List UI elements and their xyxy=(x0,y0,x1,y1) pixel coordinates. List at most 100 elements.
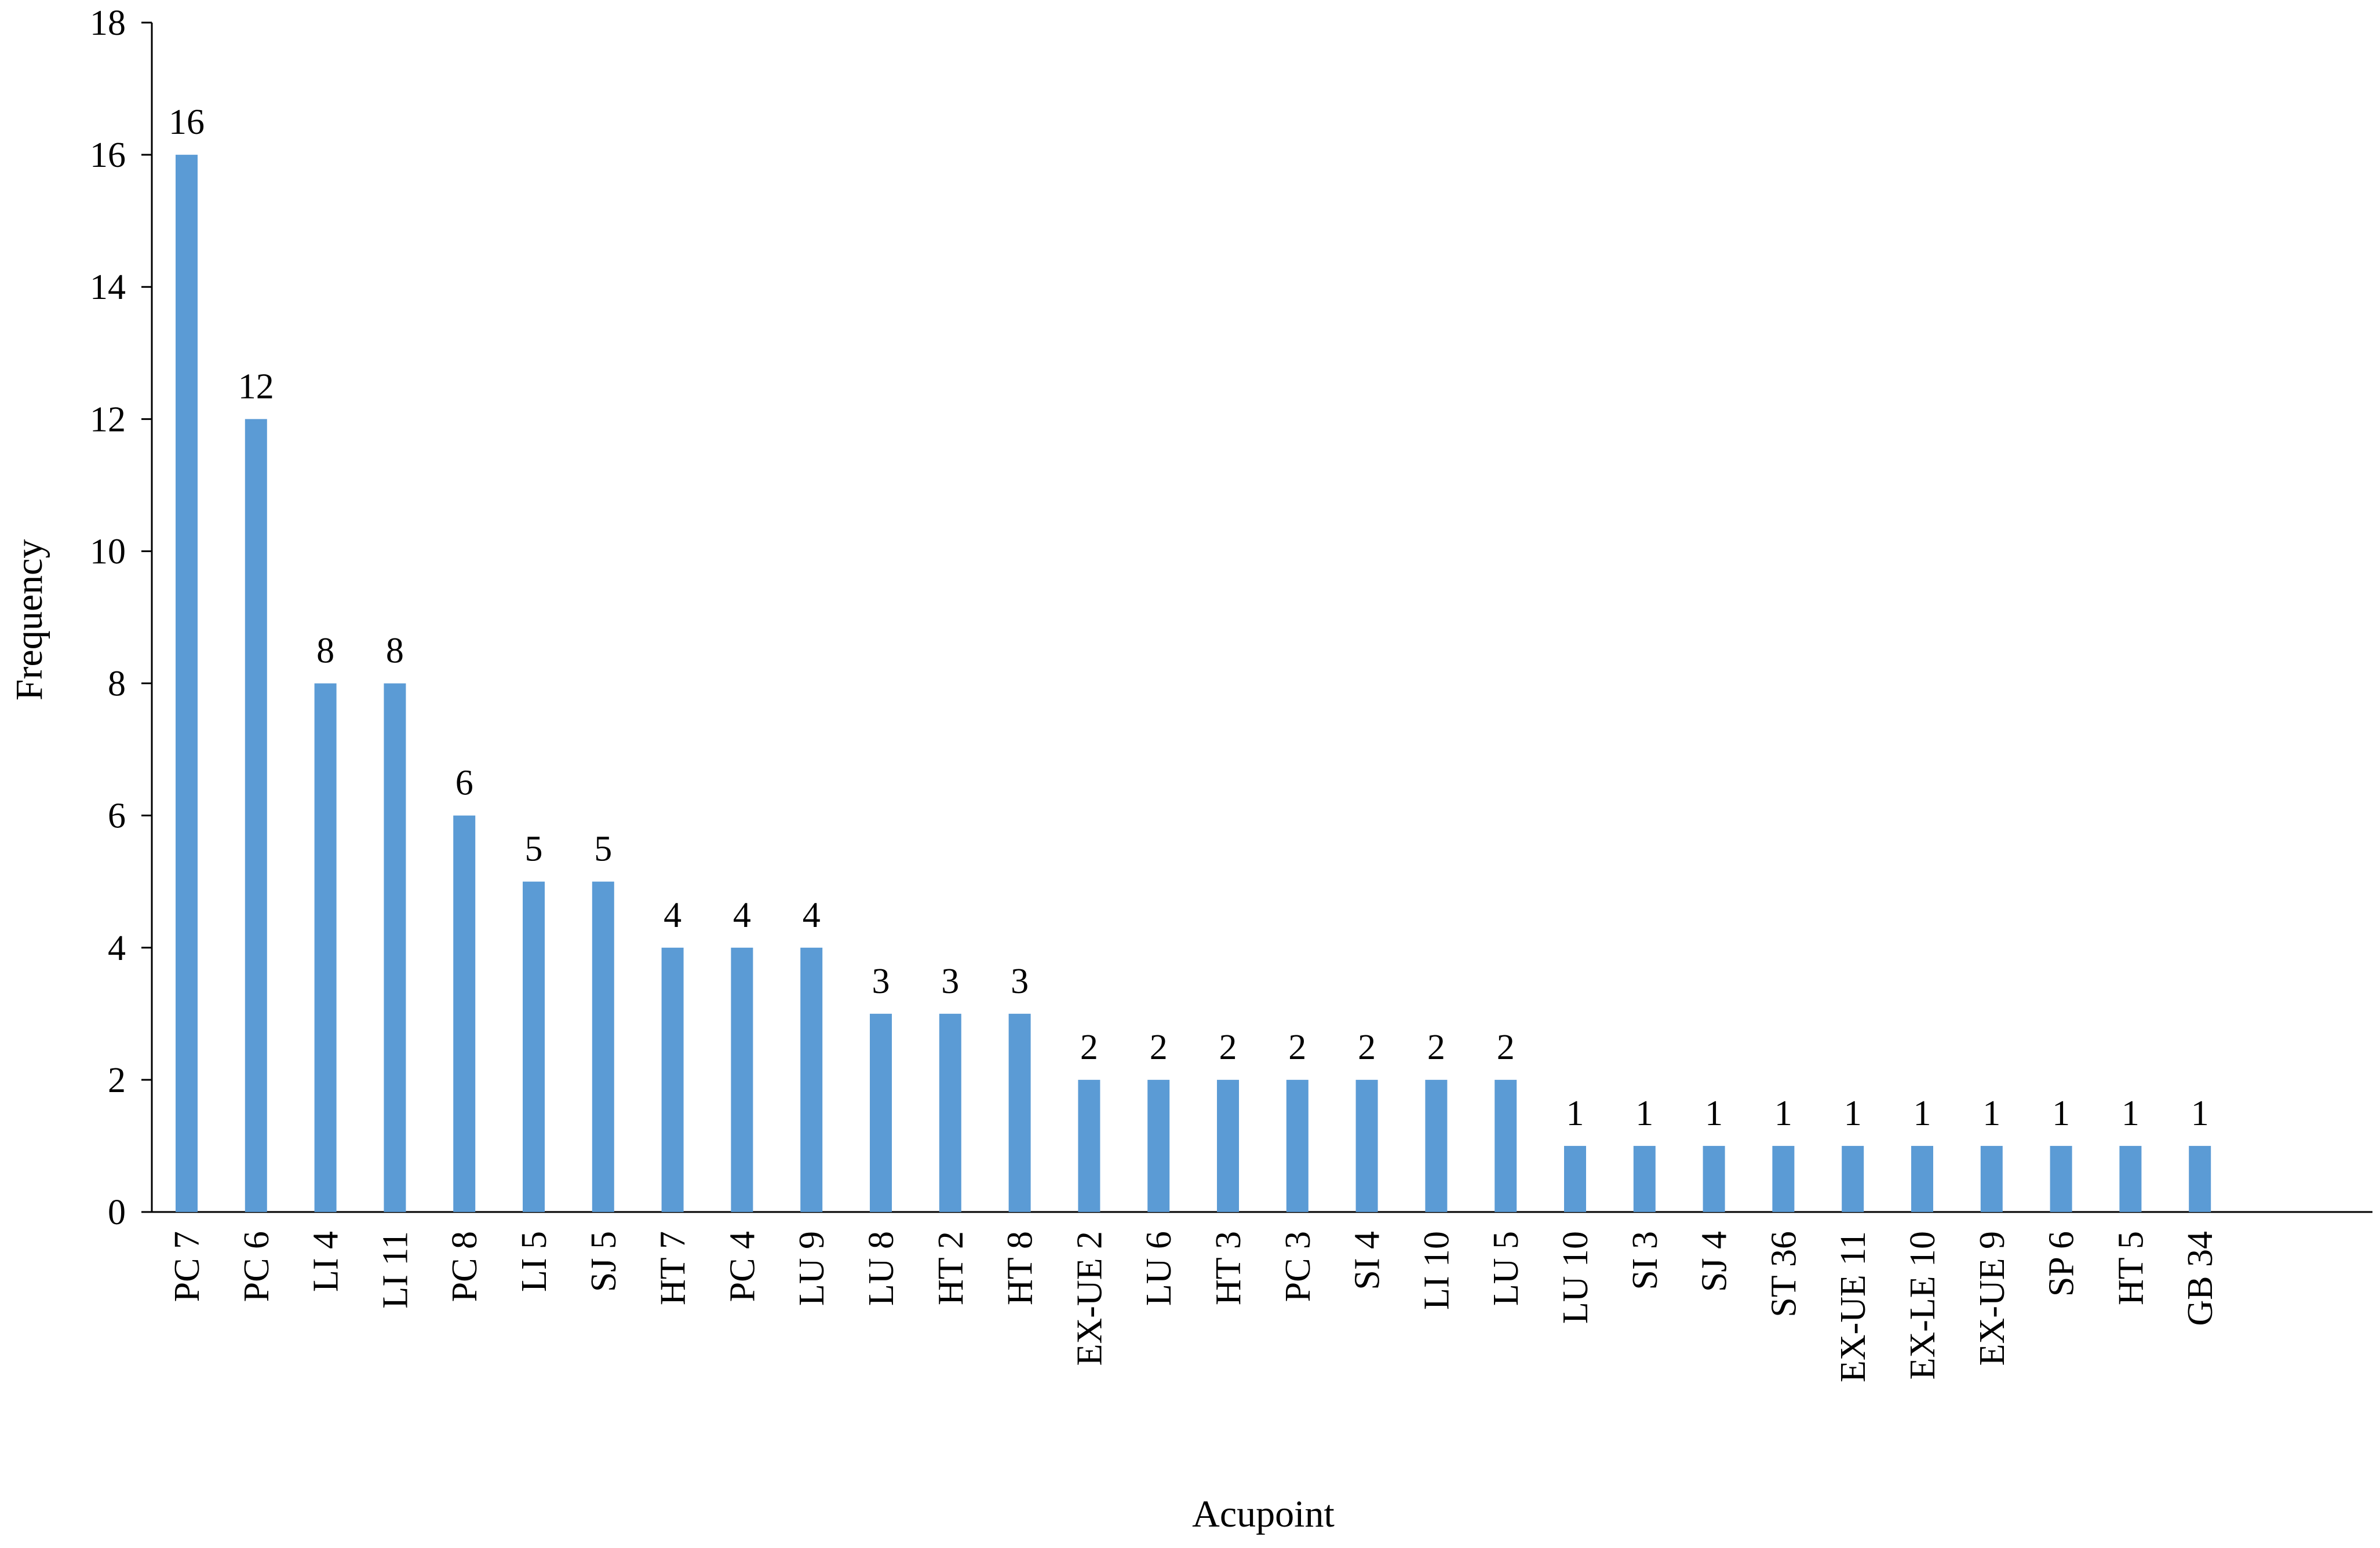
data-label: 5 xyxy=(525,830,543,869)
bar xyxy=(2189,1145,2211,1212)
bar xyxy=(1703,1145,1725,1212)
data-label: 8 xyxy=(386,631,404,671)
y-tick-label: 18 xyxy=(90,3,126,43)
bars xyxy=(176,155,2211,1213)
x-tick-label: SI 4 xyxy=(1348,1231,1387,1290)
bar xyxy=(453,815,476,1212)
x-tick-label: PC 4 xyxy=(723,1231,762,1302)
bar xyxy=(1078,1079,1100,1212)
x-tick-label: LI 4 xyxy=(307,1231,346,1292)
data-label: 1 xyxy=(2191,1094,2209,1133)
bar xyxy=(384,683,406,1212)
x-tick-label: SJ 4 xyxy=(1695,1231,1734,1292)
data-label: 2 xyxy=(1150,1028,1168,1067)
y-tick-label: 14 xyxy=(90,268,126,307)
x-tick-label: PC 3 xyxy=(1278,1231,1318,1302)
data-labels: 16 12 8 8 6 5 5 4 4 4 3 3 3 2 2 2 2 2 2 2 1 1 1 1 1 1 1 1 1 1 xyxy=(169,103,2209,1133)
x-tick-label: LU 8 xyxy=(862,1231,901,1306)
category-labels: PC 7 PC 6 LI 4 LI 11 PC 8 LI 5 SJ 5 HT 7 PC 4 LU … xyxy=(167,1231,2220,1382)
x-tick-label: PC 7 xyxy=(167,1231,207,1302)
y-tick-label: 12 xyxy=(90,400,126,439)
bar xyxy=(1564,1145,1586,1212)
x-tick-label: LU 6 xyxy=(1139,1231,1179,1306)
bar xyxy=(1633,1145,1656,1212)
bar xyxy=(939,1013,961,1212)
x-tick-label: LU 5 xyxy=(1486,1231,1526,1306)
x-tick-label: LU 10 xyxy=(1556,1231,1595,1324)
data-label: 2 xyxy=(1219,1028,1237,1067)
data-label: 4 xyxy=(664,896,681,935)
y-axis-title: Frequency xyxy=(8,539,50,701)
bar xyxy=(523,881,545,1212)
data-label: 1 xyxy=(1774,1094,1792,1133)
bar xyxy=(592,881,614,1212)
x-tick-label: HT 3 xyxy=(1209,1231,1248,1305)
x-tick-label: HT 2 xyxy=(931,1231,971,1305)
data-label: 1 xyxy=(1635,1094,1653,1133)
x-tick-label: EX-UE 11 xyxy=(1834,1231,1873,1382)
data-label: 3 xyxy=(872,962,890,1001)
x-tick-label: HT 5 xyxy=(2111,1231,2151,1305)
bar xyxy=(1772,1145,1795,1212)
data-label: 4 xyxy=(803,896,821,935)
x-tick-label: LI 10 xyxy=(1417,1231,1456,1310)
bar xyxy=(1217,1079,1239,1212)
y-tick-label: 8 xyxy=(108,665,126,704)
bar xyxy=(1425,1079,1448,1212)
bar xyxy=(245,419,267,1213)
data-label: 6 xyxy=(455,764,473,803)
y-tick-label: 6 xyxy=(108,797,126,836)
data-label: 2 xyxy=(1080,1028,1098,1067)
x-tick-label: EX-UE 9 xyxy=(1973,1231,2012,1366)
y-axis: 0 2 4 6 8 10 12 14 16 18 xyxy=(90,3,153,1232)
bar xyxy=(314,683,337,1212)
data-label: 1 xyxy=(1566,1094,1584,1133)
y-tick-label: 2 xyxy=(108,1061,126,1100)
data-label: 2 xyxy=(1497,1028,1515,1067)
x-tick-label: SP 6 xyxy=(2042,1231,2082,1297)
bar xyxy=(2050,1145,2072,1212)
x-tick-label: EX-UE 2 xyxy=(1070,1231,1109,1366)
data-label: 8 xyxy=(316,631,334,671)
bar xyxy=(2119,1145,2142,1212)
bar xyxy=(1980,1145,2003,1212)
y-tick-label: 16 xyxy=(90,136,126,175)
data-label: 1 xyxy=(1982,1094,2000,1133)
x-tick-label: EX-LE 10 xyxy=(1903,1231,1942,1380)
bar xyxy=(1911,1145,1933,1212)
data-label: 1 xyxy=(2122,1094,2140,1133)
x-tick-label: GB 34 xyxy=(2181,1231,2220,1326)
data-label: 1 xyxy=(2052,1094,2070,1133)
bar xyxy=(731,947,753,1212)
x-tick-label: PC 6 xyxy=(237,1231,276,1302)
x-tick-label: ST 36 xyxy=(1764,1231,1803,1317)
data-label: 2 xyxy=(1288,1028,1306,1067)
y-tick-label: 10 xyxy=(90,532,126,571)
bar xyxy=(661,947,684,1212)
y-tick-label: 0 xyxy=(108,1193,126,1232)
x-tick-label: LI 11 xyxy=(376,1231,415,1309)
x-tick-label: LI 5 xyxy=(515,1231,554,1292)
x-tick-label: SJ 5 xyxy=(584,1231,624,1292)
data-label: 1 xyxy=(1705,1094,1723,1133)
data-label: 16 xyxy=(169,103,205,142)
data-label: 12 xyxy=(238,367,274,406)
bar xyxy=(800,947,823,1212)
bar xyxy=(1842,1145,1864,1212)
x-tick-label: LU 9 xyxy=(792,1231,832,1306)
data-label: 4 xyxy=(733,896,751,935)
data-label: 1 xyxy=(1914,1094,1931,1133)
bar xyxy=(1495,1079,1517,1212)
x-tick-label: HT 8 xyxy=(1001,1231,1040,1305)
data-label: 2 xyxy=(1427,1028,1445,1067)
x-tick-label: PC 8 xyxy=(445,1231,484,1302)
y-tick-label: 4 xyxy=(108,929,126,968)
bar xyxy=(1286,1079,1309,1212)
bar xyxy=(1147,1079,1170,1212)
bar xyxy=(1008,1013,1031,1212)
data-label: 1 xyxy=(1844,1094,1862,1133)
data-label: 3 xyxy=(941,962,959,1001)
data-label: 3 xyxy=(1011,962,1029,1001)
